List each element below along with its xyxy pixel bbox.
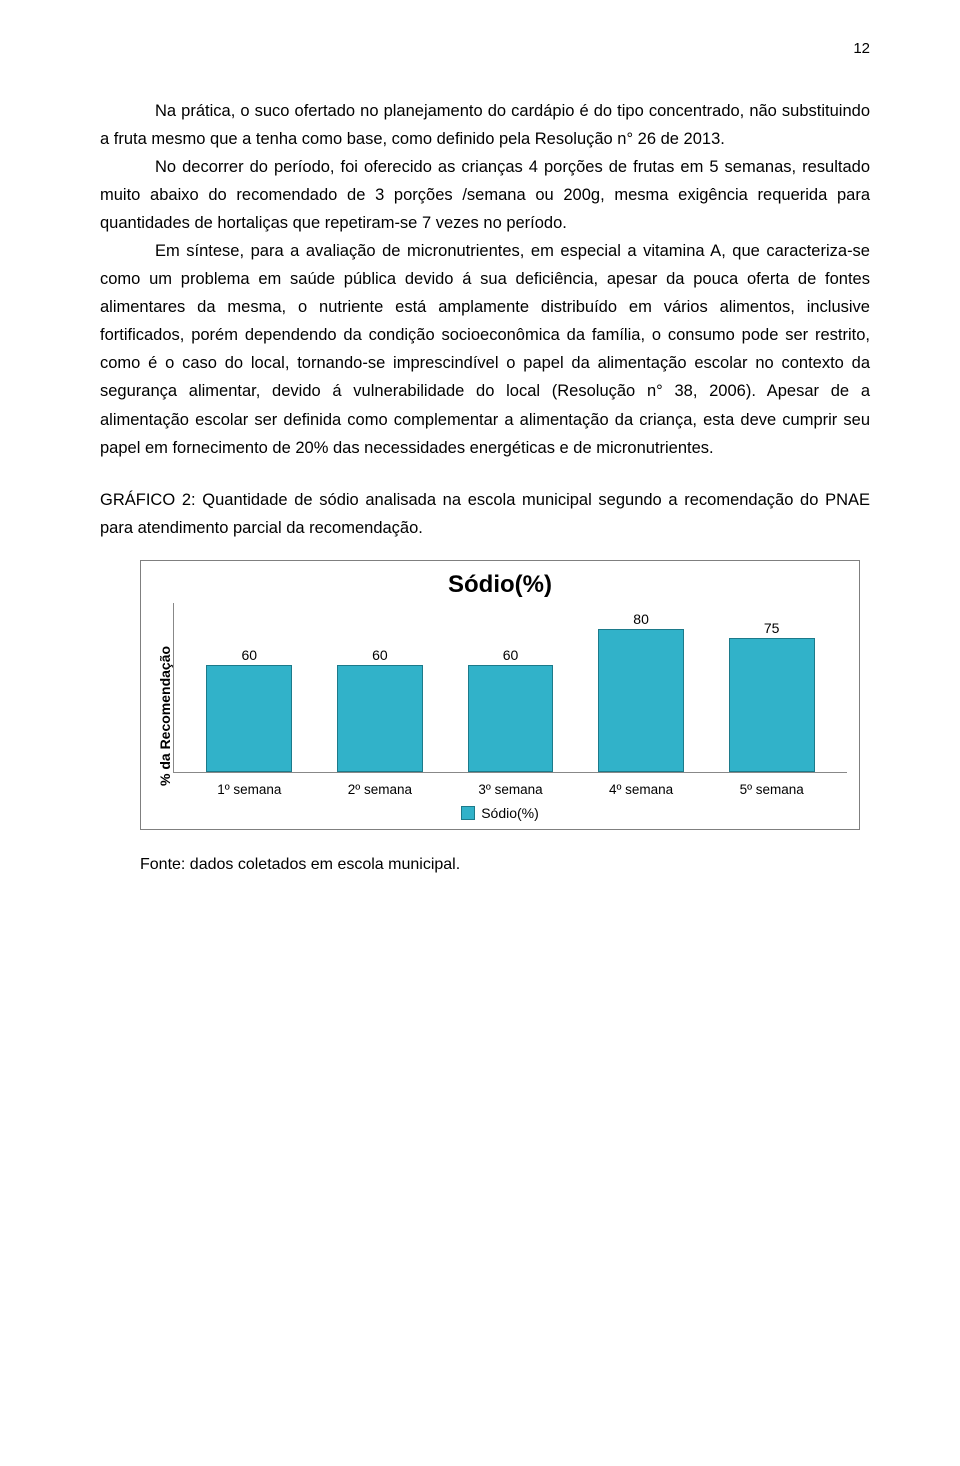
bar: [729, 638, 815, 771]
bar-value-label: 80: [633, 611, 649, 627]
bar: [468, 665, 554, 772]
bar-value-label: 60: [242, 647, 258, 663]
page-number: 12: [100, 40, 870, 57]
bar-value-label: 75: [764, 620, 780, 636]
chart-caption: GRÁFICO 2: Quantidade de sódio analisada…: [100, 486, 870, 542]
legend-swatch: [461, 806, 475, 820]
paragraph-3: Em síntese, para a avaliação de micronut…: [100, 237, 870, 461]
bar: [206, 665, 292, 772]
bar-group: 602º semana: [328, 647, 432, 772]
x-tick-label: 5º semana: [740, 782, 804, 797]
x-tick-label: 3º semana: [478, 782, 542, 797]
y-axis-label: % da Recomendação: [153, 603, 173, 801]
legend-label: Sódio(%): [481, 805, 539, 821]
x-tick-label: 1º semana: [217, 782, 281, 797]
bar-group: 755º semana: [719, 620, 823, 771]
x-tick-label: 2º semana: [348, 782, 412, 797]
bar-group: 603º semana: [458, 647, 562, 772]
plot-area: 601º semana 602º semana603º semana 804º se…: [173, 603, 847, 773]
bar: [598, 629, 684, 771]
chart-title: Sódio(%): [153, 571, 847, 599]
legend: Sódio(%): [153, 805, 847, 821]
x-tick-label: 4º semana: [609, 782, 673, 797]
plot-wrap: % da Recomendação 601º semana602º semana…: [153, 603, 847, 801]
bar-value-label: 60: [372, 647, 388, 663]
chart-container: Sódio(%) % da Recomendação 601º semana60…: [140, 560, 860, 830]
bar-group: 804º semana: [589, 611, 693, 771]
source-note: Fonte: dados coletados em escola municip…: [140, 856, 870, 874]
bar: [337, 665, 423, 772]
paragraph-2: No decorrer do período, foi oferecido as…: [100, 153, 870, 237]
paragraph-1: Na prática, o suco ofertado no planejame…: [100, 97, 870, 153]
bar-group: 601º semana: [197, 647, 301, 772]
bar-value-label: 60: [503, 647, 519, 663]
